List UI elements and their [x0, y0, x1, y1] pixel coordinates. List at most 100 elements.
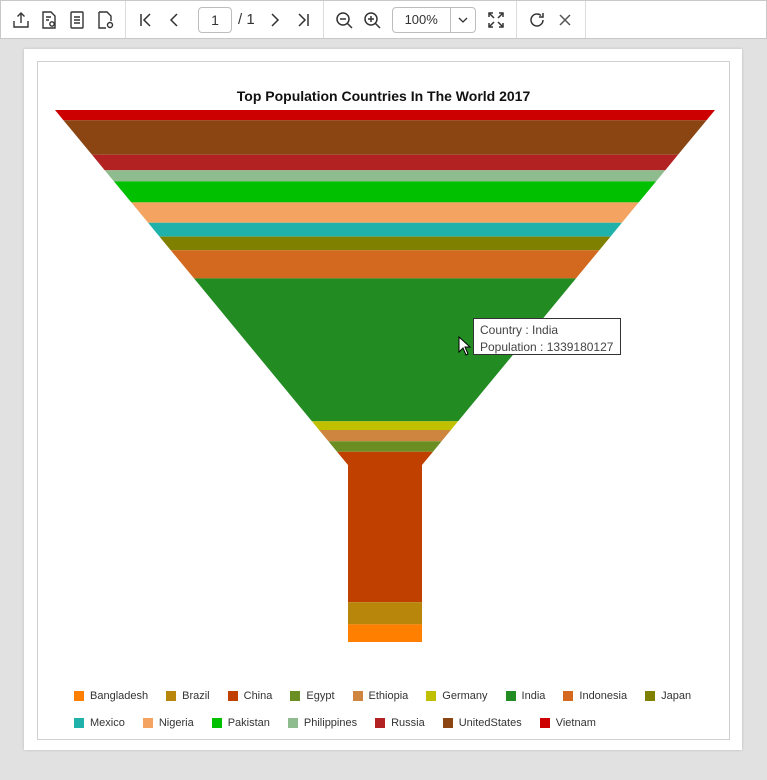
document-icon: [70, 10, 84, 29]
funnel-segment-indonesia[interactable]: [170, 250, 600, 279]
report-viewer-toolbar: 1 / 1 100%: [0, 0, 767, 39]
legend-swatch: [211, 717, 222, 728]
zoom-value: 100%: [404, 12, 438, 27]
legend-item-nigeria[interactable]: Nigeria: [142, 716, 194, 729]
funnel-segment-pakistan[interactable]: [113, 181, 657, 203]
legend-swatch: [166, 690, 177, 701]
document-button[interactable]: [63, 6, 91, 34]
zoom-in-button[interactable]: [358, 6, 386, 34]
legend-swatch: [539, 717, 550, 728]
legend-swatch: [442, 717, 453, 728]
toolbar-actions-group: [517, 1, 586, 38]
legend-item-germany[interactable]: Germany: [426, 690, 488, 702]
funnel-segment-nigeria[interactable]: [131, 202, 639, 223]
funnel-segment-unitedstates[interactable]: [63, 120, 707, 155]
legend-item-ethiopia[interactable]: Ethiopia: [352, 689, 409, 702]
funnel-segment-russia[interactable]: [92, 154, 678, 171]
funnel-segment-india[interactable]: [194, 278, 576, 422]
legend-item-pakistan[interactable]: Pakistan: [211, 716, 270, 729]
legend-item-unitedstates[interactable]: UnitedStates: [442, 716, 522, 729]
zoom-out-icon: [335, 11, 353, 29]
legend-swatch: [287, 717, 298, 728]
refresh-button[interactable]: [523, 6, 551, 34]
legend-row: Bangladesh Brazil China Egypt Ethiopia German…: [74, 682, 714, 709]
last-page-icon: [298, 12, 309, 27]
funnel-segment-germany[interactable]: [311, 421, 459, 430]
legend-item-philippines[interactable]: Philippines: [287, 717, 357, 729]
close-icon: [559, 13, 571, 26]
legend-label: Bangladesh: [90, 689, 149, 702]
legend-item-mexico[interactable]: Mexico: [74, 717, 125, 729]
print-setup-icon: [42, 10, 56, 29]
prev-page-button[interactable]: [160, 6, 188, 34]
legend-label: Ethiopia: [368, 689, 409, 702]
refresh-icon: [529, 12, 544, 27]
zoom-out-button[interactable]: [330, 6, 358, 34]
legend-item-egypt[interactable]: Egypt: [290, 690, 335, 702]
toolbar-zoom-group: 100%: [324, 1, 517, 38]
zoom-in-icon: [363, 11, 381, 29]
legend-swatch: [352, 690, 363, 701]
export-button[interactable]: [7, 6, 35, 34]
legend-label: Russia: [391, 716, 425, 729]
legend-item-india[interactable]: India: [505, 689, 546, 702]
funnel-segment-philippines[interactable]: [104, 170, 666, 182]
page-total-label: / 1: [238, 11, 255, 28]
legend-swatch: [227, 690, 238, 701]
funnel-segment-egypt[interactable]: [328, 441, 442, 452]
funnel-segment-bangladesh[interactable]: [348, 624, 422, 642]
legend-item-bangladesh[interactable]: Bangladesh: [74, 690, 148, 702]
legend-swatch: [74, 690, 84, 701]
legend-label: Nigeria: [158, 716, 194, 729]
last-page-button[interactable]: [289, 6, 317, 34]
legend-label: UnitedStates: [458, 716, 522, 729]
tooltip-country: Country : India: [480, 323, 559, 337]
legend-item-brazil[interactable]: Brazil: [166, 690, 210, 702]
page-setup-button[interactable]: [91, 6, 119, 34]
legend-swatch: [563, 690, 574, 701]
legend-swatch: [426, 690, 437, 701]
legend-item-vietnam[interactable]: Vietnam: [539, 716, 596, 729]
fit-page-icon: [487, 11, 504, 28]
mouse-pointer-icon: [458, 336, 472, 356]
legend-item-russia[interactable]: Russia: [375, 717, 425, 729]
legend-swatch: [375, 717, 386, 728]
legend-label: Japan: [661, 689, 692, 702]
print-setup-button[interactable]: [35, 6, 63, 34]
legend-row: Mexico Nigeria Pakistan Philippines Russia Un…: [74, 709, 714, 736]
first-page-button[interactable]: [132, 6, 160, 34]
funnel-segment-vietnam[interactable]: [55, 110, 715, 121]
legend-item-indonesia[interactable]: Indonesia: [563, 690, 627, 702]
funnel-segment-ethiopia[interactable]: [319, 430, 451, 442]
report-page: Top Population Countries In The World 20…: [24, 49, 742, 750]
legend-swatch: [142, 717, 153, 728]
legend-label: Pakistan: [227, 716, 270, 729]
page-setup-icon: [98, 10, 114, 29]
chart-title: Top Population Countries In The World 20…: [236, 88, 531, 104]
close-button[interactable]: [551, 6, 579, 34]
chart-tooltip: Country : India Population : 1339180127: [473, 318, 621, 355]
legend-item-china[interactable]: China: [227, 689, 273, 702]
fit-page-button[interactable]: [482, 6, 510, 34]
prev-page-icon: [169, 12, 178, 27]
legend-label: China: [243, 689, 273, 702]
funnel-segment-mexico[interactable]: [148, 222, 622, 237]
zoom-select[interactable]: 100%: [391, 6, 476, 33]
legend-label: Brazil: [182, 689, 210, 702]
legend-label: India: [521, 689, 546, 702]
legend-swatch: [74, 717, 84, 728]
chevron-down-icon: [458, 17, 468, 23]
toolbar-navigation-group: 1 / 1: [126, 1, 324, 38]
funnel-segment-china[interactable]: [337, 451, 433, 603]
funnel-segment-brazil[interactable]: [348, 602, 422, 625]
zoom-dropdown-toggle[interactable]: [449, 7, 475, 32]
legend-item-japan[interactable]: Japan: [645, 690, 691, 702]
legend-label: Vietnam: [555, 716, 596, 729]
next-page-icon: [271, 12, 279, 27]
next-page-button[interactable]: [261, 6, 289, 34]
page-number-input[interactable]: 1: [198, 6, 232, 33]
export-icon: [13, 11, 29, 28]
funnel-segment-japan[interactable]: [159, 236, 611, 251]
legend-swatch: [505, 690, 516, 701]
chart-container: Top Population Countries In The World 20…: [37, 61, 730, 740]
